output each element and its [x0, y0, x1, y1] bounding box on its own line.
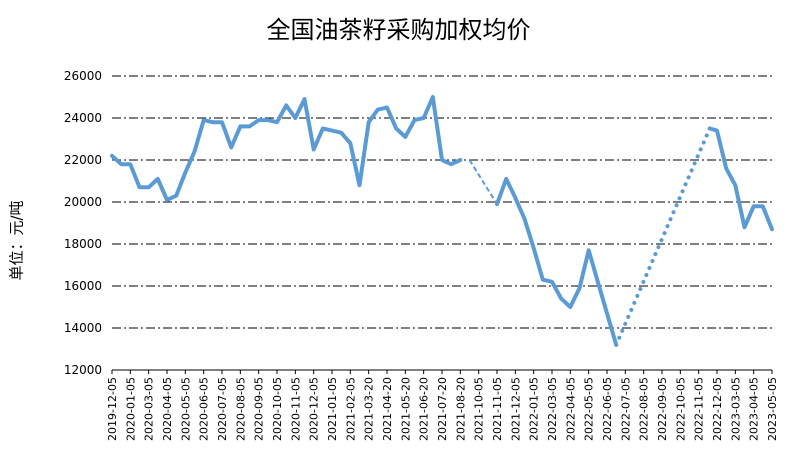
x-tick-label: 2021-10-05 — [473, 377, 486, 441]
x-tick-label: 2020-09-05 — [253, 377, 266, 441]
x-tick-label: 2023-03-05 — [729, 377, 742, 441]
y-tick-label: 20000 — [64, 195, 102, 209]
x-tick-label: 2021-12-05 — [509, 377, 522, 441]
x-tick-label: 2021-03-20 — [363, 377, 376, 441]
y-tick-label: 18000 — [64, 237, 102, 251]
x-tick-label: 2022-09-05 — [656, 377, 669, 441]
x-tick-label: 2021-01-05 — [326, 377, 339, 441]
y-tick-label: 12000 — [64, 363, 102, 377]
x-tick-label: 2021-08-20 — [454, 377, 467, 441]
x-tick-label: 2021-04-20 — [381, 377, 394, 441]
series-line-dashed — [468, 159, 498, 205]
x-tick-label: 2022-12-05 — [711, 377, 724, 441]
x-tick-label: 2020-07-05 — [216, 377, 229, 441]
x-tick-label: 2022-08-05 — [638, 377, 651, 441]
x-tick-label: 2020-01-05 — [124, 377, 137, 441]
x-tick-label: 2021-07-20 — [436, 377, 449, 441]
x-tick-label: 2022-03-05 — [546, 377, 559, 441]
x-tick-label: 2020-03-05 — [143, 377, 156, 441]
y-tick-label: 24000 — [64, 111, 102, 125]
x-tick-label: 2019-12-05 — [106, 377, 119, 441]
x-tick-label: 2020-12-05 — [308, 377, 321, 441]
x-tick-label: 2021-06-20 — [418, 377, 431, 441]
series-line-dotted — [614, 126, 712, 347]
x-tick-label: 2021-05-20 — [399, 377, 412, 441]
x-tick-label: 2022-07-05 — [619, 377, 632, 441]
series-line-solid — [110, 95, 463, 202]
series-line-solid — [495, 176, 619, 347]
x-tick-label: 2022-11-05 — [693, 377, 706, 441]
y-tick-label: 22000 — [64, 153, 102, 167]
x-tick-label: 2022-01-05 — [528, 377, 541, 441]
x-tick-label: 2020-11-05 — [289, 377, 302, 441]
x-tick-label: 2021-02-05 — [344, 377, 357, 441]
x-tick-label: 2022-04-05 — [564, 377, 577, 441]
x-tick-label: 2020-04-05 — [161, 377, 174, 441]
x-tick-label: 2022-06-05 — [601, 377, 614, 441]
chart-title: 全国油茶籽采购加权均价 — [266, 16, 531, 44]
x-tick-label: 2020-10-05 — [271, 377, 284, 441]
x-tick-label: 2022-10-05 — [674, 377, 687, 441]
y-tick-label: 26000 — [64, 69, 102, 83]
x-tick-label: 2020-06-05 — [198, 377, 211, 441]
y-tick-label: 16000 — [64, 279, 102, 293]
x-tick-label: 2023-04-05 — [748, 377, 761, 441]
y-tick-label: 14000 — [64, 321, 102, 335]
x-tick-label: 2020-05-05 — [179, 377, 192, 441]
x-tick-label: 2023-05-05 — [766, 377, 779, 441]
x-tick-label: 2021-11-05 — [491, 377, 504, 441]
series-line-solid — [707, 126, 774, 232]
x-tick-label: 2022-05-05 — [583, 377, 596, 441]
x-tick-label: 2020-08-05 — [234, 377, 247, 441]
